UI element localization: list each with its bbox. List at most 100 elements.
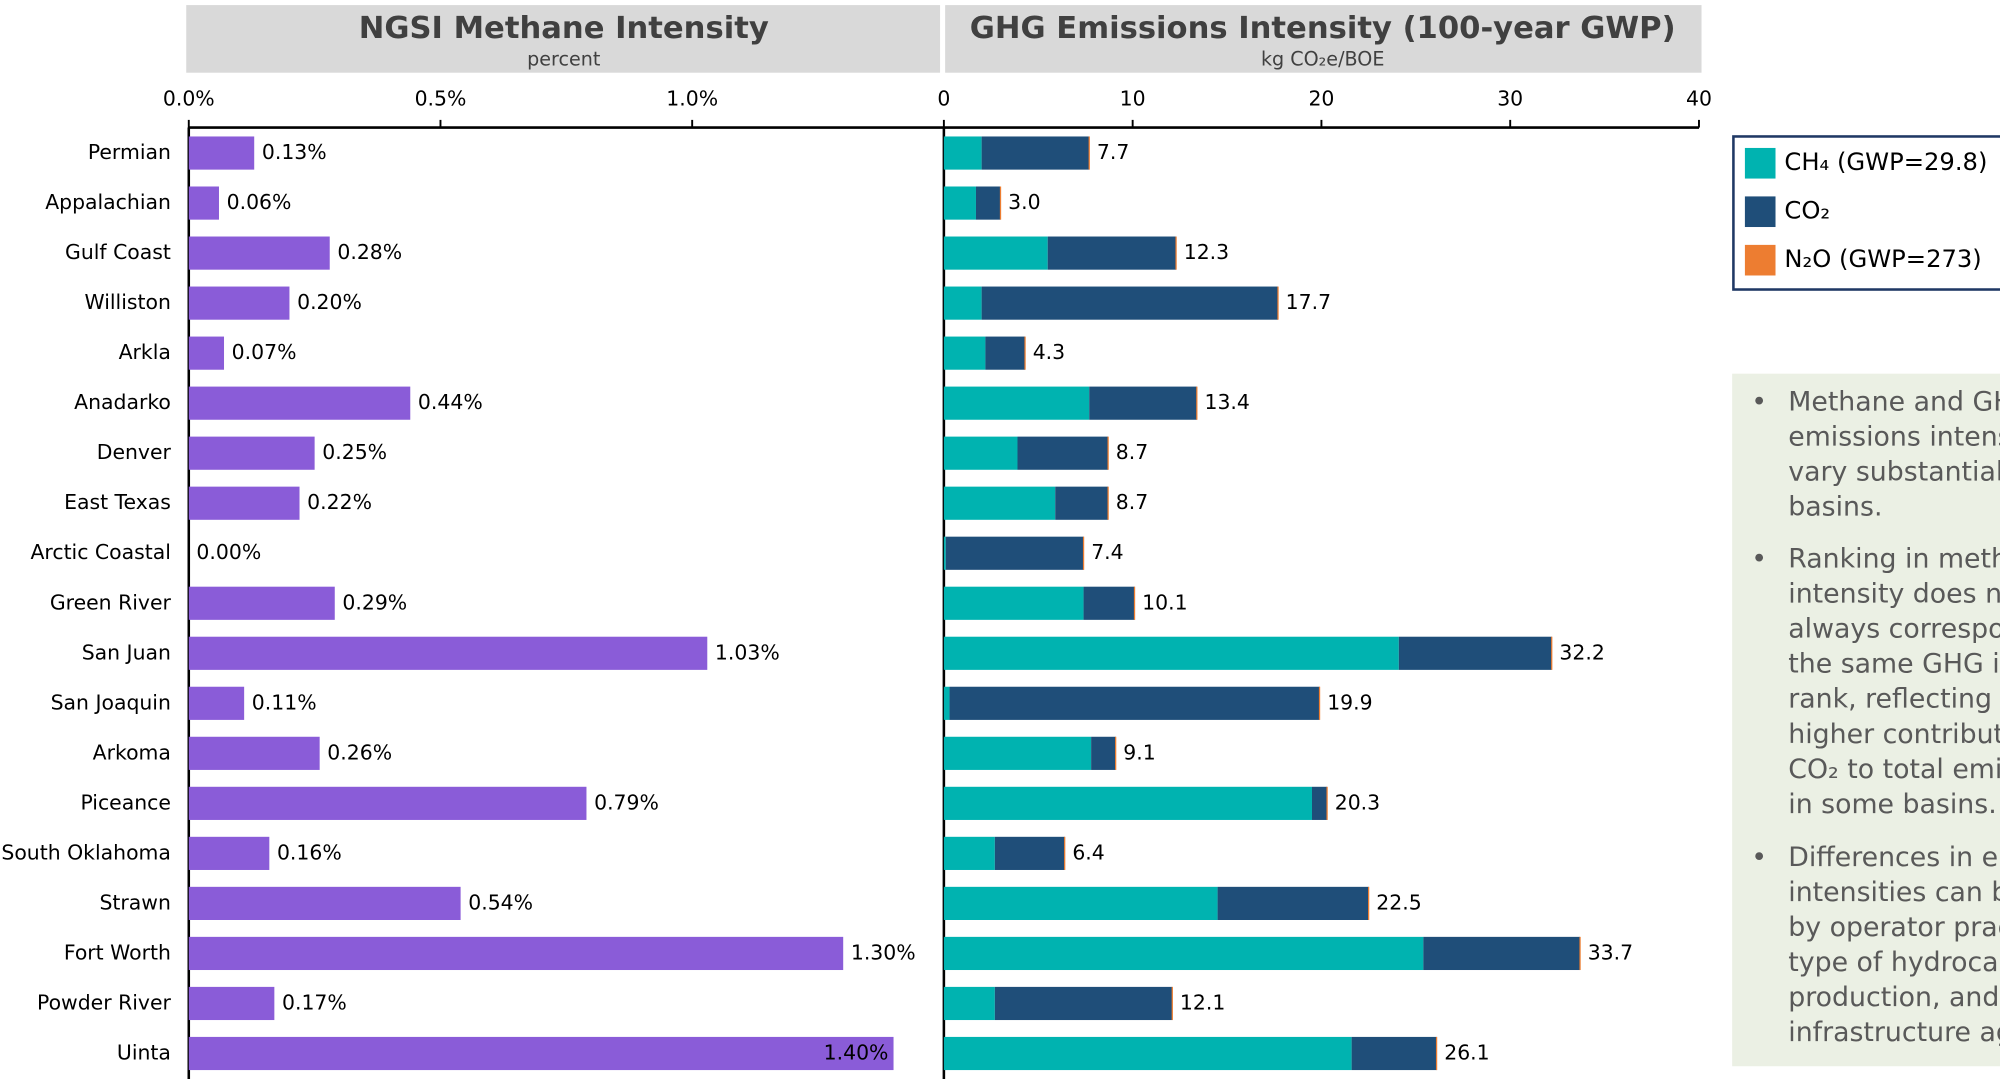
bar	[188, 936, 844, 971]
bar	[188, 286, 290, 320]
data-label: 0.44%	[418, 390, 483, 414]
data-label: 0.17%	[282, 990, 347, 1014]
y-tick-label: Williston	[85, 290, 171, 314]
bar-segment	[994, 836, 1065, 870]
x-tick-label: 1.0%	[666, 86, 718, 110]
bar-segment	[943, 686, 950, 720]
notes-panel	[1732, 373, 2000, 1067]
bar	[188, 786, 587, 820]
chart-subtitle: percent	[527, 47, 601, 70]
bar-segment	[1351, 1036, 1437, 1071]
bullet: •	[1751, 543, 1767, 574]
bar-segment	[1217, 886, 1369, 920]
data-label: 26.1	[1444, 1040, 1489, 1064]
bar	[188, 486, 300, 520]
x-tick-label: 10	[1120, 86, 1146, 110]
chart-title: GHG Emissions Intensity (100-year GWP)	[970, 11, 1676, 46]
data-label: 0.00%	[196, 540, 261, 564]
data-label: 9.1	[1123, 740, 1155, 764]
bar-segment	[943, 586, 1084, 620]
y-tick-label: Denver	[97, 440, 172, 464]
note-line: vary substantially	[1788, 457, 2000, 488]
data-label: 1.40%	[824, 1040, 889, 1064]
data-label: 7.7	[1097, 140, 1129, 164]
note-line: emissions intens	[1788, 422, 2000, 453]
data-label: 0.79%	[594, 790, 659, 814]
bar-segment	[1017, 436, 1109, 470]
bar-segment	[975, 186, 1001, 220]
note-line: CO₂ to total emis	[1788, 754, 2000, 785]
data-label: 3.0	[1008, 190, 1040, 214]
bar-segment	[943, 336, 986, 370]
bar-segment	[943, 636, 1399, 670]
bar-segment	[1089, 386, 1197, 420]
y-tick-label: Arkoma	[93, 740, 171, 764]
bar-segment	[1055, 486, 1109, 520]
bar-segment	[1091, 736, 1116, 770]
bar-segment	[943, 386, 1090, 420]
bar-segment	[981, 136, 1090, 170]
y-tick-label: East Texas	[64, 490, 171, 514]
bar-segment	[943, 186, 976, 220]
bar-segment	[981, 286, 1279, 320]
y-tick-label: Appalachian	[45, 190, 171, 214]
note-line: Methane and GH	[1788, 387, 2000, 418]
legend-box	[1732, 135, 2000, 291]
bar	[188, 836, 270, 870]
data-label: 4.3	[1033, 340, 1065, 364]
x-tick-label: 30	[1497, 86, 1523, 110]
bar-segment	[943, 486, 1056, 520]
data-label: 0.25%	[322, 440, 387, 464]
note-line: type of hydrocar	[1788, 947, 2000, 978]
data-label: 0.22%	[307, 490, 372, 514]
data-label: 8.7	[1116, 490, 1148, 514]
note-line: the same GHG in	[1788, 649, 2000, 680]
bar-segment	[943, 936, 1424, 971]
y-tick-label: Arkla	[119, 340, 171, 364]
note-line: infrastructure ag	[1788, 1017, 2000, 1048]
legend-label: N₂O (GWP=273)	[1784, 245, 1981, 273]
data-label: 32.2	[1559, 640, 1604, 664]
note-line: in some basins.	[1788, 789, 1996, 820]
y-tick-label: Anadarko	[74, 390, 171, 414]
legend-swatch	[1744, 244, 1776, 276]
data-label: 0.13%	[262, 140, 327, 164]
x-tick-label: 40	[1686, 86, 1712, 110]
legend-label: CO₂	[1784, 197, 1830, 225]
y-tick-label: Strawn	[99, 890, 170, 914]
data-label: 8.7	[1116, 440, 1148, 464]
y-tick-label: San Juan	[82, 640, 171, 664]
bullet: •	[1751, 387, 1767, 418]
data-label: 7.4	[1091, 540, 1123, 564]
bar-segment	[943, 236, 1048, 270]
bar-segment	[949, 686, 1320, 720]
y-tick-label: Piceance	[80, 790, 170, 814]
chart-title: NGSI Methane Intensity	[359, 11, 769, 46]
data-label: 0.11%	[252, 690, 317, 714]
data-label: 0.54%	[468, 890, 533, 914]
note-line: Differences in en	[1788, 842, 2000, 873]
note-line: higher contribut	[1788, 719, 2000, 750]
y-tick-label: Green River	[50, 590, 172, 614]
data-label: 33.7	[1588, 940, 1633, 964]
data-label: 20.3	[1335, 790, 1380, 814]
bar-segment	[985, 336, 1026, 370]
data-label: 12.1	[1180, 990, 1225, 1014]
header-panel	[186, 5, 941, 73]
bar	[188, 236, 330, 270]
data-label: 0.29%	[342, 590, 407, 614]
note-line: production, and	[1788, 982, 1999, 1013]
data-label: 12.3	[1184, 240, 1229, 264]
data-label: 0.20%	[297, 290, 362, 314]
x-tick-label: 0.0%	[163, 86, 215, 110]
data-label: 22.5	[1376, 890, 1421, 914]
data-label: 0.06%	[227, 190, 292, 214]
chart-subtitle: kg CO₂e/BOE	[1261, 47, 1385, 70]
y-tick-label: Gulf Coast	[65, 240, 171, 264]
bar	[188, 336, 225, 370]
note-line: intensities can be	[1788, 877, 2000, 908]
y-tick-label: Powder River	[37, 990, 172, 1014]
bar-segment	[943, 436, 1018, 470]
